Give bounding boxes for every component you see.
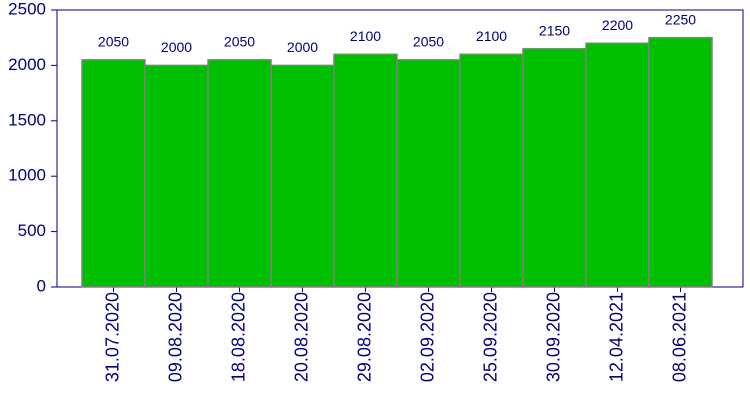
value-label: 2100	[350, 28, 381, 44]
value-label: 2050	[98, 34, 129, 50]
x-tick-label: 08.06.2021	[669, 292, 689, 382]
value-label: 2250	[665, 11, 696, 27]
y-tick-label: 500	[18, 221, 46, 240]
x-tick-label: 18.08.2020	[228, 292, 248, 382]
y-tick-label: 2000	[8, 55, 46, 74]
x-tick-label: 09.08.2020	[165, 292, 185, 382]
value-label: 2100	[476, 28, 507, 44]
x-tick-label: 20.08.2020	[291, 292, 311, 382]
bar	[270, 64, 335, 288]
y-tick-label: 0	[37, 276, 46, 295]
value-label: 2050	[224, 34, 255, 50]
value-label: 2150	[539, 22, 570, 38]
x-tick-label: 02.09.2020	[417, 292, 437, 382]
bar	[333, 53, 398, 288]
bar	[81, 59, 146, 288]
y-tick-label: 2500	[8, 0, 46, 18]
bar	[459, 53, 524, 288]
bar	[585, 42, 650, 288]
y-tick-label: 1000	[8, 166, 46, 185]
x-tick-label: 31.07.2020	[102, 292, 122, 382]
bar	[207, 59, 272, 288]
bar	[648, 36, 713, 288]
y-tick-label: 1500	[8, 110, 46, 129]
x-tick-label: 12.04.2021	[606, 292, 626, 382]
bar	[144, 64, 209, 288]
x-tick-label: 29.08.2020	[354, 292, 374, 382]
x-tick-label: 30.09.2020	[543, 292, 563, 382]
value-label: 2000	[161, 39, 192, 55]
value-label: 2200	[602, 17, 633, 33]
x-tick-label: 25.09.2020	[480, 292, 500, 382]
value-label: 2000	[287, 39, 318, 55]
bar	[522, 48, 587, 288]
bar	[396, 59, 461, 288]
value-label: 2050	[413, 34, 444, 50]
